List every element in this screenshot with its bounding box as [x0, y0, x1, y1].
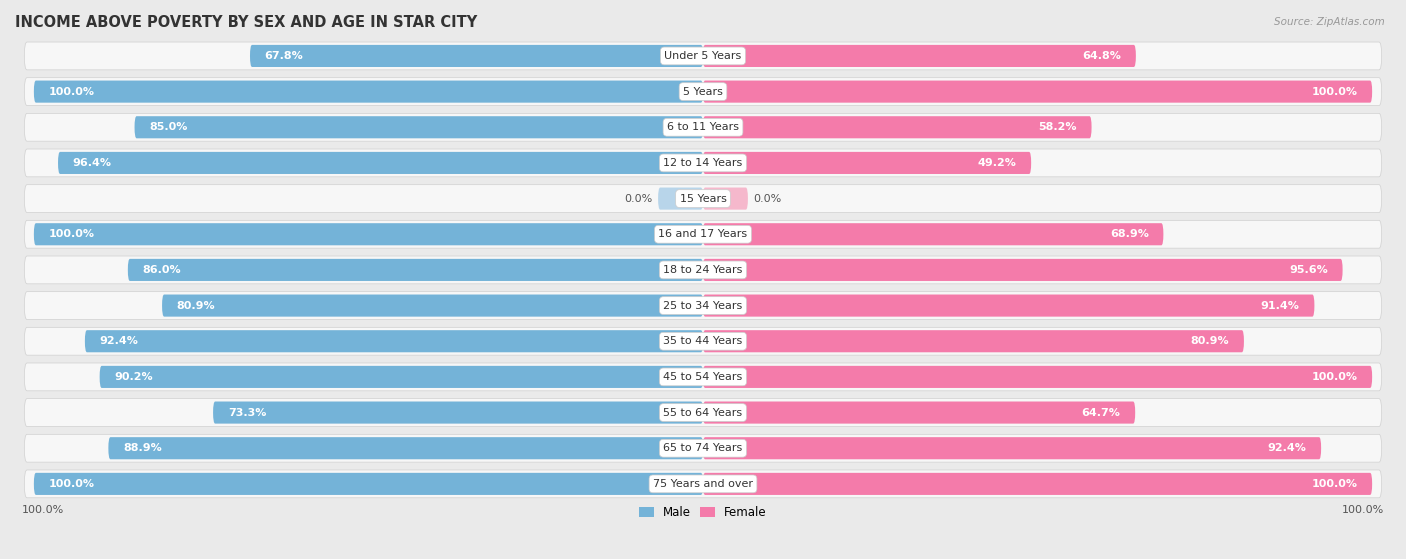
FancyBboxPatch shape: [703, 187, 748, 210]
FancyBboxPatch shape: [162, 295, 703, 316]
FancyBboxPatch shape: [24, 292, 1382, 320]
Text: 91.4%: 91.4%: [1261, 301, 1299, 311]
Text: 35 to 44 Years: 35 to 44 Years: [664, 336, 742, 346]
Text: 100.0%: 100.0%: [49, 229, 94, 239]
Text: INCOME ABOVE POVERTY BY SEX AND AGE IN STAR CITY: INCOME ABOVE POVERTY BY SEX AND AGE IN S…: [15, 15, 477, 30]
FancyBboxPatch shape: [24, 363, 1382, 391]
FancyBboxPatch shape: [24, 78, 1382, 106]
Text: 100.0%: 100.0%: [1343, 505, 1385, 515]
Text: 73.3%: 73.3%: [228, 408, 266, 418]
Text: 86.0%: 86.0%: [142, 265, 181, 275]
Text: 100.0%: 100.0%: [21, 505, 63, 515]
Text: 100.0%: 100.0%: [49, 87, 94, 97]
Text: 5 Years: 5 Years: [683, 87, 723, 97]
FancyBboxPatch shape: [24, 399, 1382, 427]
Text: 80.9%: 80.9%: [177, 301, 215, 311]
Text: 88.9%: 88.9%: [124, 443, 162, 453]
FancyBboxPatch shape: [24, 470, 1382, 498]
FancyBboxPatch shape: [703, 223, 1163, 245]
FancyBboxPatch shape: [24, 328, 1382, 355]
FancyBboxPatch shape: [34, 80, 703, 103]
Text: 64.7%: 64.7%: [1081, 408, 1121, 418]
Text: 100.0%: 100.0%: [49, 479, 94, 489]
Text: 96.4%: 96.4%: [73, 158, 111, 168]
Text: 16 and 17 Years: 16 and 17 Years: [658, 229, 748, 239]
FancyBboxPatch shape: [135, 116, 703, 138]
FancyBboxPatch shape: [34, 473, 703, 495]
FancyBboxPatch shape: [703, 45, 1136, 67]
Text: 75 Years and over: 75 Years and over: [652, 479, 754, 489]
FancyBboxPatch shape: [24, 149, 1382, 177]
Text: 80.9%: 80.9%: [1191, 336, 1229, 346]
FancyBboxPatch shape: [24, 184, 1382, 212]
Text: 0.0%: 0.0%: [624, 193, 652, 203]
Text: 90.2%: 90.2%: [114, 372, 153, 382]
Text: 64.8%: 64.8%: [1083, 51, 1121, 61]
FancyBboxPatch shape: [24, 113, 1382, 141]
FancyBboxPatch shape: [214, 401, 703, 424]
FancyBboxPatch shape: [100, 366, 703, 388]
Text: 100.0%: 100.0%: [1312, 87, 1357, 97]
Text: Under 5 Years: Under 5 Years: [665, 51, 741, 61]
Text: 25 to 34 Years: 25 to 34 Years: [664, 301, 742, 311]
FancyBboxPatch shape: [24, 434, 1382, 462]
Text: 100.0%: 100.0%: [1312, 372, 1357, 382]
FancyBboxPatch shape: [34, 223, 703, 245]
Text: 55 to 64 Years: 55 to 64 Years: [664, 408, 742, 418]
Text: 6 to 11 Years: 6 to 11 Years: [666, 122, 740, 132]
FancyBboxPatch shape: [250, 45, 703, 67]
Text: 92.4%: 92.4%: [1268, 443, 1306, 453]
FancyBboxPatch shape: [703, 437, 1322, 459]
FancyBboxPatch shape: [703, 366, 1372, 388]
Text: 0.0%: 0.0%: [754, 193, 782, 203]
FancyBboxPatch shape: [703, 401, 1135, 424]
Text: 67.8%: 67.8%: [264, 51, 304, 61]
FancyBboxPatch shape: [703, 473, 1372, 495]
FancyBboxPatch shape: [703, 80, 1372, 103]
FancyBboxPatch shape: [58, 152, 703, 174]
Text: 12 to 14 Years: 12 to 14 Years: [664, 158, 742, 168]
FancyBboxPatch shape: [703, 295, 1315, 316]
Text: 18 to 24 Years: 18 to 24 Years: [664, 265, 742, 275]
Text: 95.6%: 95.6%: [1289, 265, 1327, 275]
FancyBboxPatch shape: [703, 330, 1244, 352]
FancyBboxPatch shape: [24, 220, 1382, 248]
FancyBboxPatch shape: [84, 330, 703, 352]
FancyBboxPatch shape: [703, 152, 1031, 174]
Text: 68.9%: 68.9%: [1109, 229, 1149, 239]
FancyBboxPatch shape: [108, 437, 703, 459]
FancyBboxPatch shape: [128, 259, 703, 281]
FancyBboxPatch shape: [658, 187, 703, 210]
FancyBboxPatch shape: [24, 42, 1382, 70]
Text: Source: ZipAtlas.com: Source: ZipAtlas.com: [1274, 17, 1385, 27]
FancyBboxPatch shape: [703, 259, 1343, 281]
Legend: Male, Female: Male, Female: [634, 501, 772, 524]
Text: 65 to 74 Years: 65 to 74 Years: [664, 443, 742, 453]
Text: 58.2%: 58.2%: [1039, 122, 1077, 132]
Text: 85.0%: 85.0%: [149, 122, 187, 132]
Text: 92.4%: 92.4%: [100, 336, 138, 346]
Text: 100.0%: 100.0%: [1312, 479, 1357, 489]
Text: 15 Years: 15 Years: [679, 193, 727, 203]
Text: 49.2%: 49.2%: [977, 158, 1017, 168]
Text: 45 to 54 Years: 45 to 54 Years: [664, 372, 742, 382]
FancyBboxPatch shape: [24, 256, 1382, 284]
FancyBboxPatch shape: [703, 116, 1091, 138]
